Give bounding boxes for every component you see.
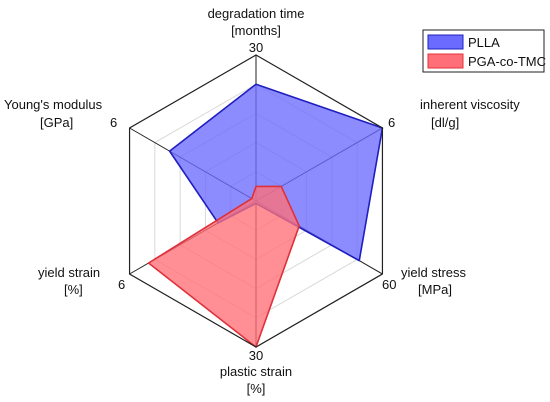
legend-label-pga-co-tmc: PGA-co-TMC: [468, 54, 546, 69]
legend-swatch-plla: [427, 34, 464, 50]
axis-unit-inherent-viscosity: [dl/g]: [431, 115, 459, 130]
legend-swatch-pga-co-tmc: [427, 53, 464, 69]
axis-label-degradation-time: degradation time: [208, 6, 305, 21]
axis-unit-degradation-time: [months]: [231, 23, 281, 38]
axis-label-plastic-strain: plastic strain: [220, 364, 292, 379]
axis-max-yield-stress: 60: [382, 277, 396, 292]
axis-label-youngs-modulus: Young's modulus: [4, 97, 103, 112]
axis-label-yield-stress: yield stress: [401, 265, 467, 280]
axis-label-yield-strain: yield strain: [38, 265, 100, 280]
axis-label-inherent-viscosity: inherent viscosity: [420, 97, 520, 112]
legend-label-plla: PLLA: [468, 35, 500, 50]
radar-frame: [128, 54, 384, 348]
axis-max-degradation-time: 30: [249, 40, 263, 55]
outer-hexagon: [128, 54, 384, 348]
axis-max-youngs-modulus: 6: [110, 115, 117, 130]
axis-max-yield-strain: 6: [118, 277, 125, 292]
axis-unit-youngs-modulus: [GPa]: [40, 115, 73, 130]
axis-unit-yield-strain: [%]: [64, 282, 83, 297]
axis-unit-yield-stress: [MPa]: [418, 282, 452, 297]
axis-unit-plastic-strain: [%]: [247, 381, 266, 396]
legend: PLLA PGA-co-TMC: [422, 29, 546, 73]
series-layer: [147, 83, 384, 348]
axis-max-inherent-viscosity: 6: [388, 115, 395, 130]
axis-max-plastic-strain: 30: [249, 348, 263, 363]
